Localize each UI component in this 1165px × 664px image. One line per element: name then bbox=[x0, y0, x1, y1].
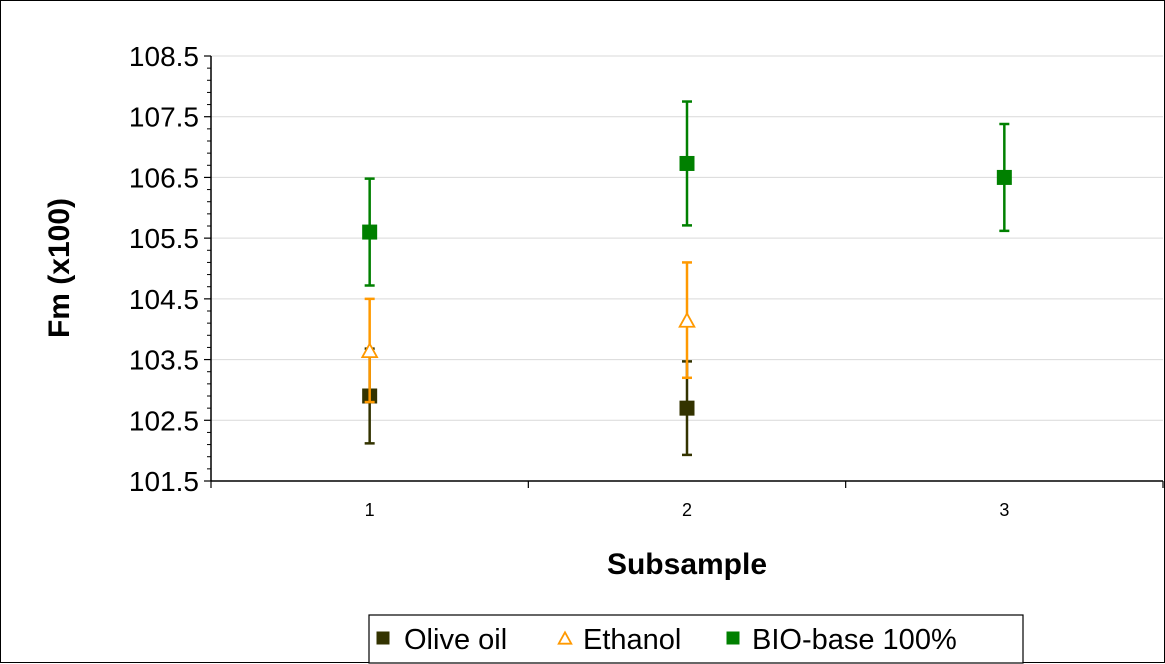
x-tick-label: 1 bbox=[365, 500, 375, 520]
y-tick-label: 106.5 bbox=[129, 162, 199, 193]
data-point bbox=[679, 400, 695, 416]
y-tick-label: 101.5 bbox=[129, 466, 199, 497]
legend-box bbox=[368, 614, 1024, 664]
data-point bbox=[996, 169, 1012, 185]
series-bio-base-100- bbox=[362, 100, 1012, 287]
legend-label: BIO-base 100% bbox=[752, 624, 957, 656]
data-point bbox=[360, 341, 379, 359]
x-tick-label: 3 bbox=[999, 500, 1009, 520]
y-tick-label: 107.5 bbox=[129, 102, 199, 133]
y-tick-label: 103.5 bbox=[129, 345, 199, 376]
legend-label: Ethanol bbox=[583, 624, 681, 656]
x-axis-title: Subsample bbox=[607, 548, 767, 581]
legend-item: Olive oil bbox=[376, 624, 507, 656]
series-ethanol bbox=[360, 261, 696, 404]
y-axis-title: Fm (x100) bbox=[43, 198, 76, 338]
y-tick-label: 105.5 bbox=[129, 223, 199, 254]
data-series bbox=[360, 100, 1012, 457]
series-olive-oil bbox=[362, 347, 695, 457]
y-tick-label: 108.5 bbox=[129, 41, 199, 72]
data-point bbox=[679, 155, 695, 171]
data-point bbox=[678, 311, 696, 328]
legend[interactable]: Olive oil Ethanol BIO-base 100% bbox=[368, 614, 1024, 664]
legend-marker bbox=[557, 630, 573, 645]
y-tick-label: 104.5 bbox=[129, 284, 199, 315]
legend-items: Olive oil Ethanol BIO-base 100% bbox=[376, 624, 957, 656]
legend-label: Olive oil bbox=[404, 624, 507, 656]
axes bbox=[210, 56, 1163, 482]
legend-marker bbox=[726, 631, 740, 645]
x-tick-label: 2 bbox=[682, 500, 692, 520]
data-point bbox=[362, 224, 378, 240]
legend-item: Ethanol bbox=[557, 624, 681, 656]
y-ticks: 101.5 102.5 103.5 104.5 105.5 106.5 107.5 108.5 bbox=[129, 41, 211, 497]
y-tick-label: 102.5 bbox=[129, 405, 199, 436]
legend-marker bbox=[376, 631, 390, 645]
legend-item: BIO-base 100% bbox=[726, 624, 957, 656]
x-ticks: 1 2 3 bbox=[210, 481, 1164, 520]
